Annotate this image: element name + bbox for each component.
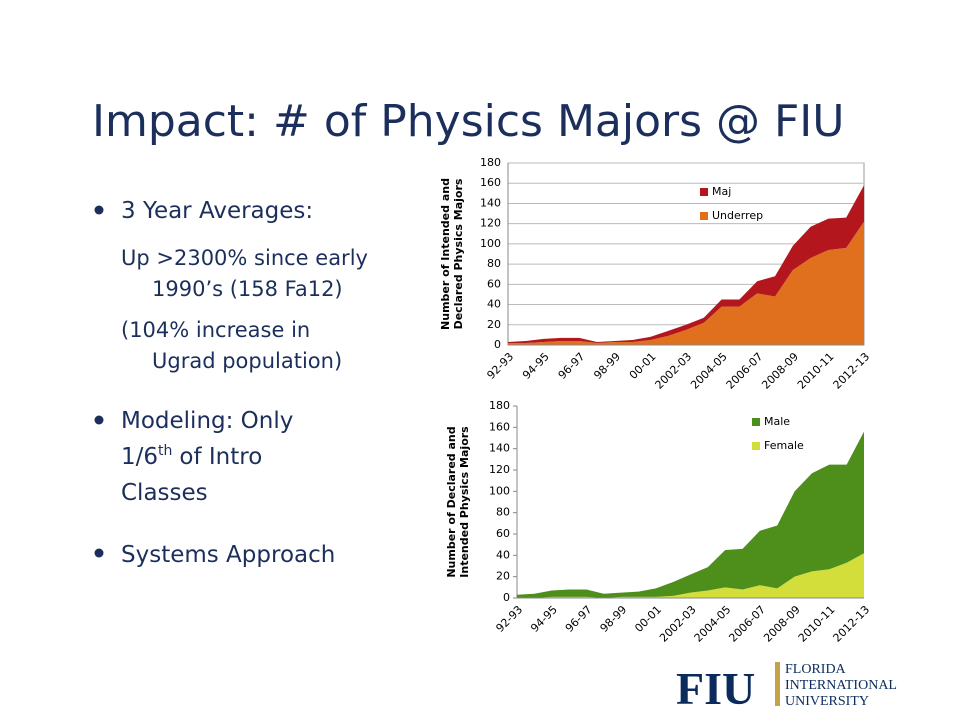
x-tick-label: 2010-11	[796, 603, 838, 645]
x-tick-label: 2008-09	[761, 603, 803, 645]
x-tick-label: 2004-05	[692, 603, 734, 645]
x-tick-label: 98-99	[598, 603, 630, 635]
x-tick-label: 94-95	[520, 350, 552, 382]
y-tick-label: 100	[489, 484, 510, 497]
x-tick-label: 94-95	[528, 603, 560, 635]
y-tick-label: 100	[480, 237, 501, 250]
area	[517, 431, 864, 598]
sub-bullet-text: Ugrad population)	[152, 349, 342, 373]
x-tick-label: 2002-03	[653, 350, 695, 392]
logo: FIU FLORIDA INTERNATIONAL UNIVERSITY	[676, 662, 897, 714]
y-tick-label: 80	[487, 257, 501, 270]
bullet-dot	[94, 205, 104, 215]
sub-bullet-text: (104% increase in	[121, 318, 310, 342]
x-tick-label: 2004-05	[688, 350, 730, 392]
y-tick-label: 180	[489, 399, 510, 412]
y-tick-label: 60	[496, 527, 510, 540]
x-tick-label: 98-99	[591, 350, 623, 382]
legend-label: Male	[764, 415, 790, 428]
y-tick-label: 160	[480, 176, 501, 189]
bullet-dot	[94, 415, 104, 425]
x-tick-label: 2010-11	[795, 350, 837, 392]
y-tick-label: 20	[496, 570, 510, 583]
x-tick-label: 2006-07	[724, 350, 766, 392]
x-tick-label: 96-97	[563, 603, 595, 635]
y-tick-label: 40	[487, 298, 501, 311]
y-tick-label: 160	[489, 420, 510, 433]
slide-title: Impact: # of Physics Majors @ FIU	[92, 96, 845, 147]
legend-label: Underrep	[712, 209, 763, 222]
y-axis-label: Declared Physics Majors	[452, 178, 465, 329]
logo-mark: FIU	[676, 663, 755, 714]
y-axis-label: Number of Declared and	[445, 426, 458, 577]
legend-label: Female	[764, 439, 804, 452]
text-part: of Intro	[179, 444, 262, 470]
sub-bullet-text: Up >2300% since early	[121, 246, 368, 270]
bullet-text: 3 Year Averages:	[121, 198, 313, 224]
sub-bullet-text: 1990’s (158 Fa12)	[152, 277, 343, 301]
legend-swatch	[752, 442, 760, 450]
bullet-text: 1/6th of Intro	[121, 443, 262, 470]
text-part: 1/6	[121, 444, 158, 470]
bullet-dot	[94, 548, 104, 558]
y-axis-label: Intended Physics Majors	[458, 426, 471, 578]
y-tick-label: 140	[480, 196, 501, 209]
y-tick-label: 120	[489, 463, 510, 476]
x-tick-label: 2002-03	[657, 603, 699, 645]
x-tick-label: 00-01	[627, 350, 659, 382]
y-tick-label: 80	[496, 506, 510, 519]
bullet-text: Systems Approach	[121, 542, 335, 568]
area	[517, 553, 864, 598]
logo-bar	[775, 662, 780, 706]
x-tick-label: 96-97	[556, 350, 588, 382]
logo-text: FLORIDA	[785, 662, 847, 677]
x-tick-label: 2012-13	[831, 350, 873, 392]
legend-swatch	[700, 212, 708, 220]
y-tick-label: 180	[480, 156, 501, 169]
y-tick-label: 20	[487, 318, 501, 331]
y-tick-label: 0	[494, 338, 501, 351]
legend-label: Maj	[712, 185, 731, 198]
bullet-text: Classes	[121, 480, 208, 506]
x-tick-label: 2012-13	[831, 603, 873, 645]
x-tick-label: 2006-07	[726, 603, 768, 645]
superscript: th	[158, 443, 172, 459]
x-tick-label: 2008-09	[759, 350, 801, 392]
y-tick-label: 0	[503, 591, 510, 604]
bullet-text: Modeling: Only	[121, 408, 293, 434]
x-tick-label: 92-93	[493, 603, 525, 635]
area	[508, 221, 864, 345]
legend-swatch	[752, 418, 760, 426]
x-tick-label: 92-93	[484, 350, 516, 382]
y-axis-label: Number of Intended and	[439, 178, 452, 330]
y-tick-label: 140	[489, 442, 510, 455]
logo-text: INTERNATIONAL	[785, 678, 897, 693]
x-tick-label: 00-01	[632, 603, 664, 635]
y-tick-label: 60	[487, 277, 501, 290]
bullets: 3 Year Averages: Up >2300% since early 1…	[94, 198, 368, 568]
y-tick-label: 40	[496, 548, 510, 561]
logo-text: UNIVERSITY	[785, 694, 869, 709]
area	[508, 185, 864, 343]
legend-swatch	[700, 188, 708, 196]
y-tick-label: 120	[480, 217, 501, 230]
